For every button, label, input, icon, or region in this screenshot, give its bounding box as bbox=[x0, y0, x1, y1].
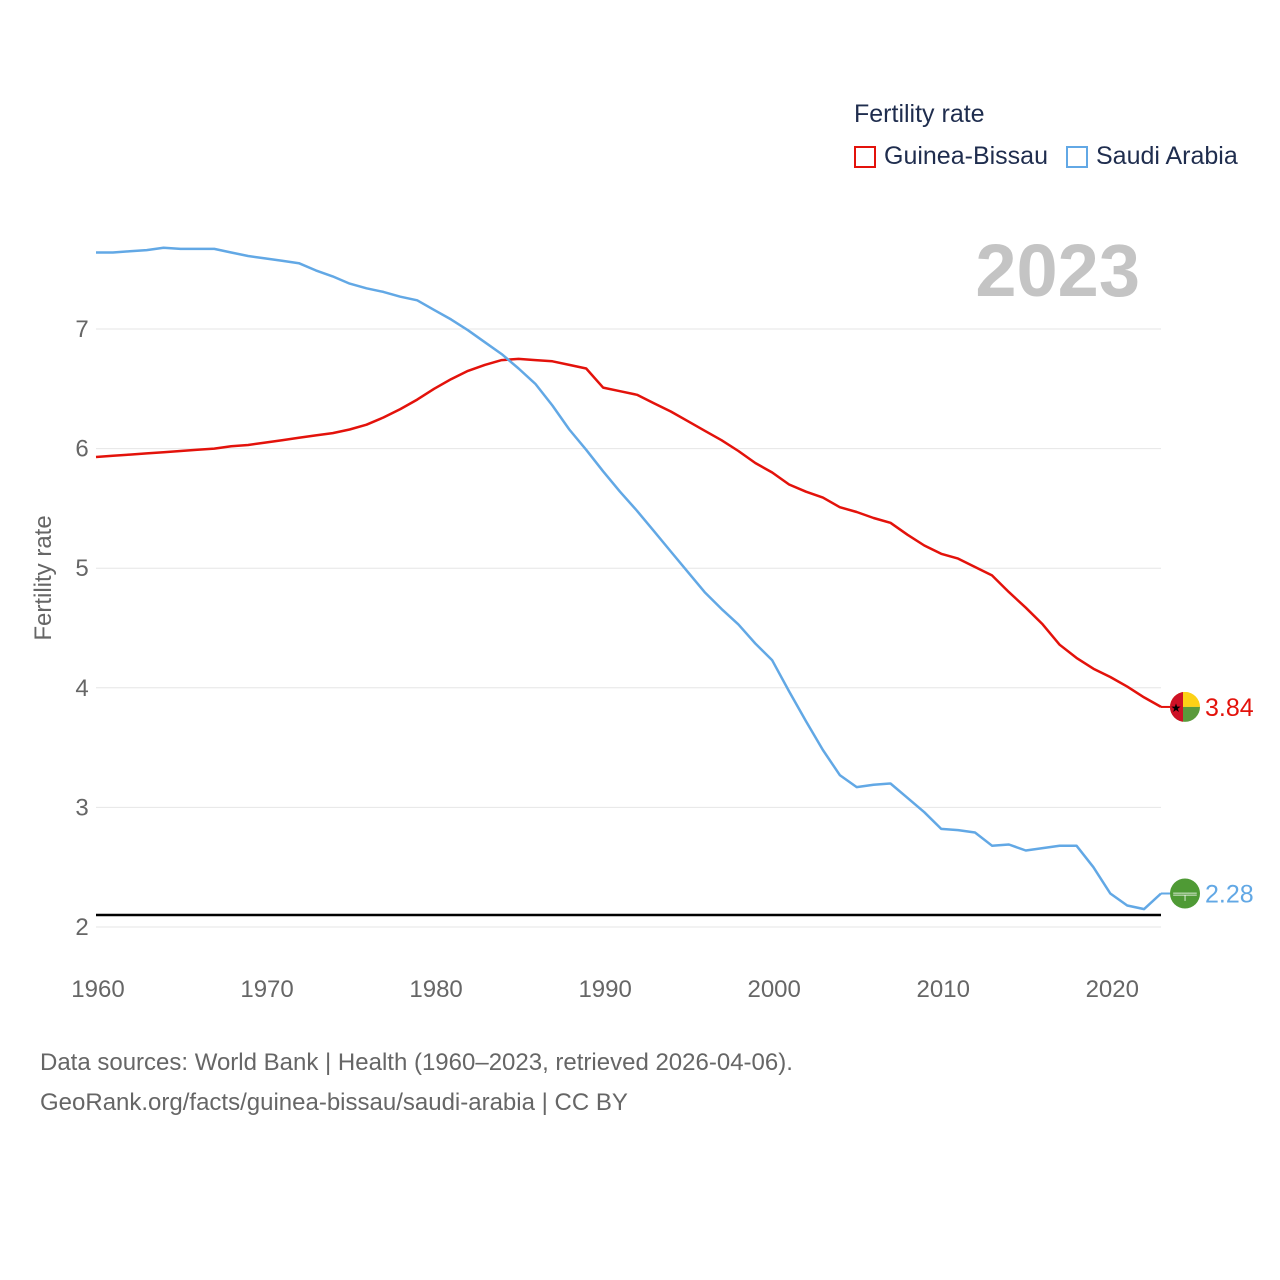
legend-label-guinea-bissau: Guinea-Bissau bbox=[884, 142, 1048, 170]
end-label-guinea-bissau: 3.84 bbox=[1205, 694, 1254, 722]
y-axis-label: Fertility rate bbox=[30, 515, 57, 640]
footer-attribution[interactable]: GeoRank.org/facts/guinea-bissau/saudi-ar… bbox=[40, 1089, 628, 1116]
x-tick-label-1990: 1990 bbox=[578, 976, 631, 1003]
legend-swatch-saudi-arabia bbox=[1065, 145, 1088, 168]
x-tick-label-2000: 2000 bbox=[747, 976, 800, 1003]
legend-title: Fertility rate bbox=[854, 100, 985, 128]
y-tick-label-7: 7 bbox=[75, 316, 88, 343]
y-tick-label-4: 4 bbox=[75, 675, 88, 702]
y-tick-label-2: 2 bbox=[75, 914, 88, 941]
flag-saudi-arabia-icon bbox=[1170, 878, 1200, 909]
y-tick-label-3: 3 bbox=[75, 794, 88, 821]
fertility-chart: 2 3 4 5 6 7 1960 1970 1980 1990 2000 2010 2020 Fertil… bbox=[30, 246, 1254, 1003]
x-tick-label-2010: 2010 bbox=[917, 976, 970, 1003]
x-tick-label-1960: 1960 bbox=[71, 976, 124, 1003]
legend-item-saudi-arabia[interactable]: Saudi Arabia bbox=[1065, 142, 1238, 171]
legend-item-guinea-bissau[interactable]: Guinea-Bissau bbox=[854, 142, 1048, 171]
flag-guinea-bissau-star-icon: ★ bbox=[1171, 701, 1182, 715]
flag-saudi-arabia-emblem-icon: ═╤═ bbox=[1172, 889, 1197, 902]
x-tick-label-1980: 1980 bbox=[409, 976, 462, 1003]
end-label-saudi-arabia: 2.28 bbox=[1205, 881, 1254, 909]
legend-label-saudi-arabia: Saudi Arabia bbox=[1095, 142, 1238, 170]
footer: Data sources: World Bank | Health (1960–… bbox=[40, 1043, 793, 1123]
x-tick-label-2020: 2020 bbox=[1086, 976, 1139, 1003]
series-line-saudi-arabia bbox=[96, 246, 1162, 911]
y-tick-label-5: 5 bbox=[75, 555, 88, 582]
legend: Guinea-Bissau Saudi Arabia bbox=[854, 142, 1256, 171]
y-tick-label-6: 6 bbox=[75, 436, 88, 463]
footer-sources: Data sources: World Bank | Health (1960–… bbox=[40, 1049, 793, 1076]
flag-guinea-bissau-red bbox=[1170, 691, 1183, 722]
year-label: 2023 bbox=[975, 229, 1140, 312]
x-tick-label-1970: 1970 bbox=[240, 976, 293, 1003]
legend-swatch-guinea-bissau bbox=[854, 145, 876, 168]
series-line-guinea-bissau bbox=[95, 357, 1162, 708]
